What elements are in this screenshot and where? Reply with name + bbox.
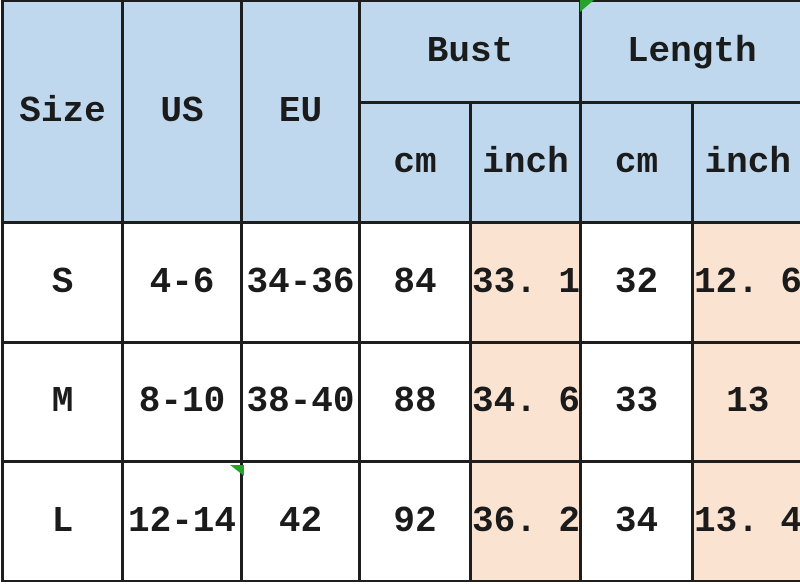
cell-length-cm: 33 (579, 340, 695, 464)
header-eu: EU (240, 0, 361, 225)
cell-length-inch: 13. 4 (691, 460, 800, 583)
cell-bust-cm: 88 (358, 340, 472, 464)
cell-length-cm: 34 (579, 460, 695, 583)
header-length-group: Length (579, 0, 800, 104)
table-row-m: M 8-10 38-40 88 34. 6 33 13 (1, 340, 800, 464)
header-row-units: cm inch cm inch (3, 100, 800, 225)
cell-eu: 34-36 (240, 221, 361, 344)
table-row-s: S 4-6 34-36 84 33. 1 32 12. 6 (1, 221, 800, 344)
header-bust-group: Bust (357, 0, 583, 104)
header-row-groups: Size US EU Bust Length (1, 0, 800, 225)
cell-size: S (1, 221, 124, 344)
cell-size: L (1, 460, 124, 583)
cell-bust-cm: 84 (358, 221, 472, 344)
table-row-l: L 12-14 42 92 36. 2 34 13. 4 (1, 460, 800, 583)
cell-bust-inch: 33. 1 (468, 221, 583, 344)
header-length-inch: inch (691, 100, 800, 225)
cell-us: 12-14 (121, 460, 243, 583)
cell-size: M (1, 340, 124, 464)
cell-bust-inch: 34. 6 (468, 340, 583, 464)
header-length-cm: cm (579, 100, 695, 225)
cell-eu: 38-40 (240, 340, 361, 464)
cell-eu: 42 (240, 460, 361, 583)
cell-length-inch: 12. 6 (691, 221, 800, 344)
header-bust-cm: cm (358, 100, 472, 225)
header-bust-inch: inch (468, 100, 583, 225)
cell-bust-cm: 92 (358, 460, 472, 583)
header-size: Size (1, 0, 124, 225)
cell-bust-inch: 36. 2 (468, 460, 583, 583)
cell-length-cm: 32 (579, 221, 695, 344)
cell-us: 8-10 (121, 340, 243, 464)
cell-us: 4-6 (121, 221, 243, 344)
cell-length-inch: 13 (691, 340, 800, 464)
green-triangle-icon (230, 465, 244, 476)
header-us: US (121, 0, 243, 225)
